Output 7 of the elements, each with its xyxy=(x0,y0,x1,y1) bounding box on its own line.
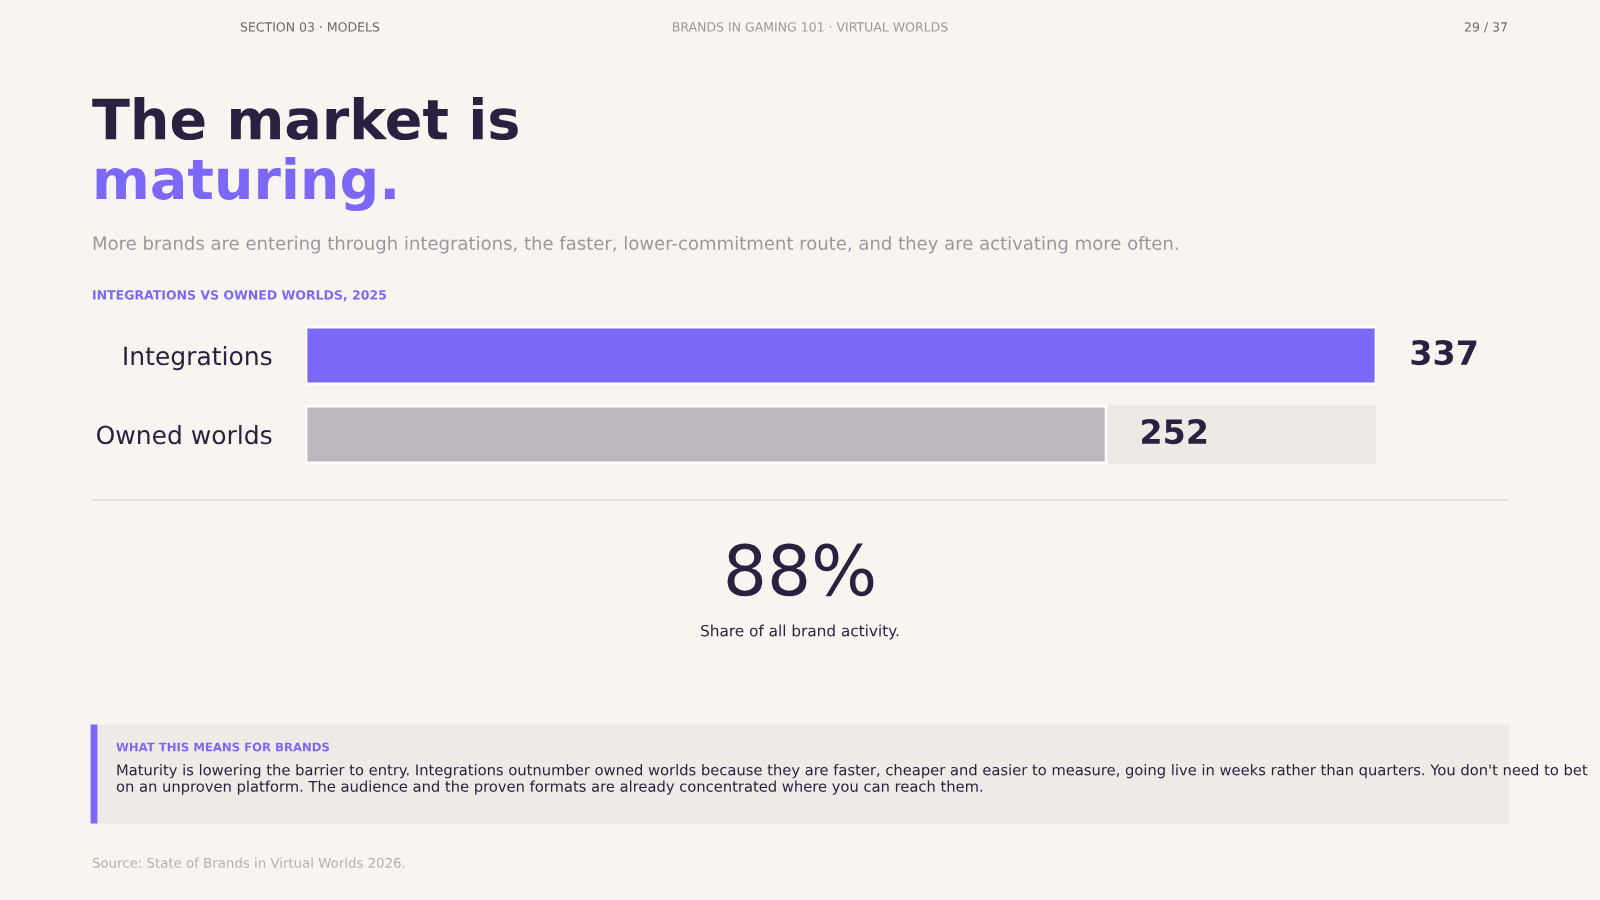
data-label: 337 xyxy=(1411,339,1477,366)
data-label: 252 xyxy=(1142,418,1207,445)
chart-title: The market is maturing. xyxy=(92,97,518,212)
y-tick-label: Integrations xyxy=(124,346,272,371)
text: 88% xyxy=(727,543,874,597)
y-tick-label: Owned worlds xyxy=(97,425,272,445)
chart-subtitle: More brands are entering through integrations, the faster, lower-commitment route, and they are activating more often. xyxy=(93,236,1178,254)
